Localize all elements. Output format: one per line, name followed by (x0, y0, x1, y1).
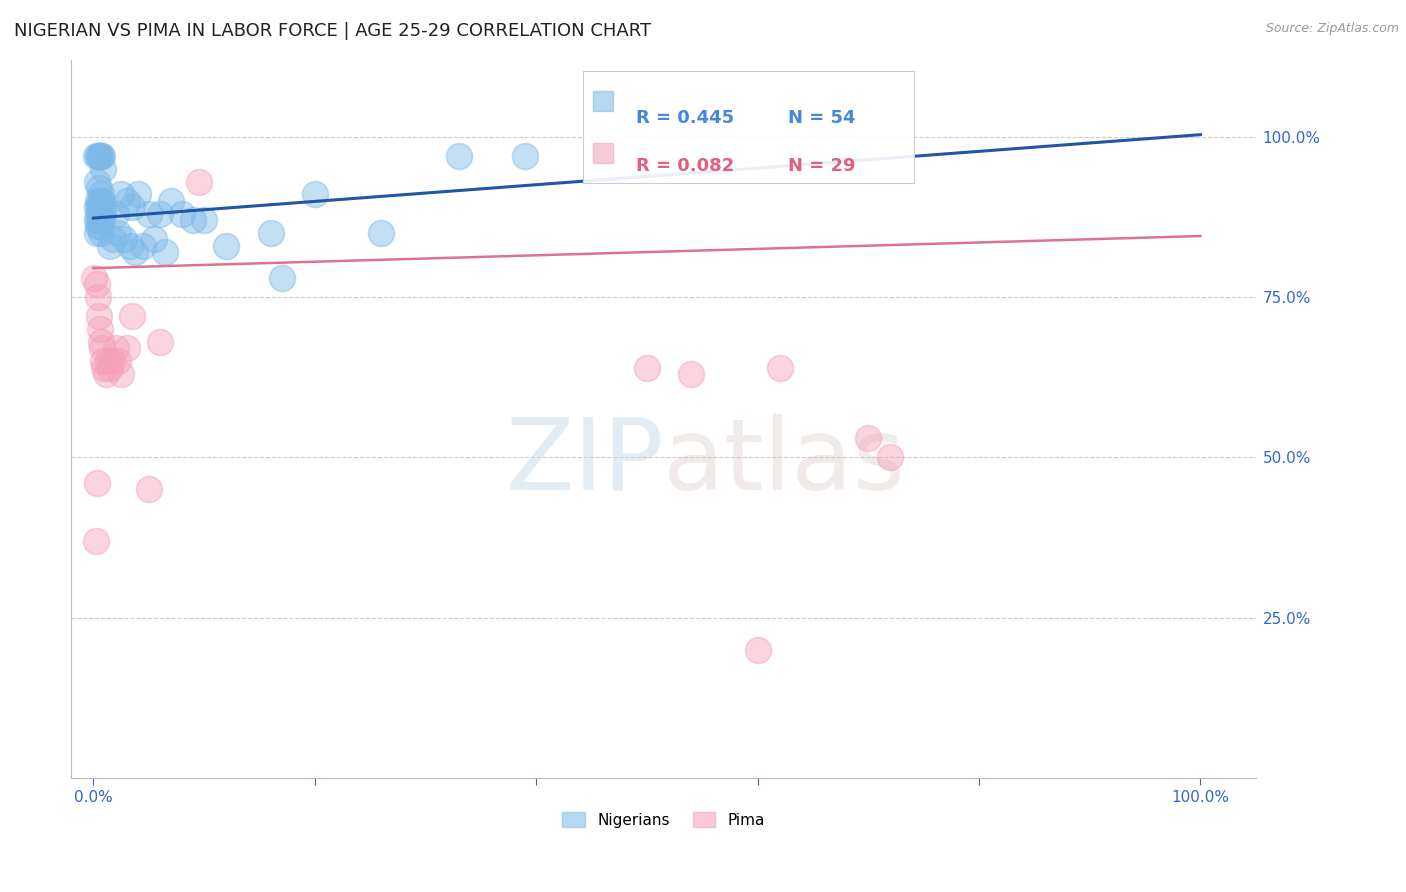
Point (86, 476, 108, 491)
Point (89, 149, 111, 163)
Point (91, 149, 114, 163)
Point (89, 206, 111, 220)
Point (94, 367, 117, 381)
Point (270, 270, 292, 285)
Point (110, 187, 132, 202)
Point (91, 213, 114, 227)
Point (90, 226, 112, 240)
Point (215, 238, 238, 252)
Point (370, 226, 392, 240)
Point (86, 213, 108, 227)
Point (115, 342, 138, 356)
Point (149, 206, 172, 220)
Point (87, 219, 110, 234)
Point (447, 149, 470, 163)
Point (304, 187, 326, 202)
Text: ZIP: ZIP (505, 414, 664, 510)
Point (513, 149, 536, 163)
Point (110, 367, 132, 381)
Point (98, 360, 121, 375)
Point (93, 206, 115, 220)
Text: NIGERIAN VS PIMA IN LABOR FORCE | AGE 25-29 CORRELATION CHART: NIGERIAN VS PIMA IN LABOR FORCE | AGE 25… (14, 22, 651, 40)
Point (89, 322, 111, 336)
Point (86, 277, 108, 292)
Point (87, 206, 110, 220)
Text: R = 0.445: R = 0.445 (637, 109, 734, 128)
Text: N = 29: N = 29 (789, 157, 856, 175)
Point (858, 431, 880, 445)
Point (86, 200, 108, 214)
Point (121, 200, 143, 214)
Point (87, 181, 110, 195)
Point (138, 483, 160, 497)
Point (121, 310, 143, 324)
Point (90, 200, 112, 214)
Point (187, 174, 209, 188)
Text: Source: ZipAtlas.com: Source: ZipAtlas.com (1265, 22, 1399, 36)
Point (104, 342, 127, 356)
Point (89, 219, 111, 234)
Point (118, 238, 141, 252)
Point (143, 232, 166, 246)
Point (170, 206, 193, 220)
Point (193, 213, 215, 227)
Point (87, 310, 110, 324)
Point (747, 643, 769, 657)
Point (98, 238, 121, 252)
Point (160, 194, 183, 208)
Point (132, 238, 155, 252)
Point (112, 232, 135, 246)
Point (93, 354, 115, 368)
Point (87, 194, 110, 208)
Text: N = 54: N = 54 (789, 109, 856, 128)
Point (769, 360, 792, 375)
Point (87, 200, 110, 214)
Point (87, 290, 110, 304)
Point (91, 342, 114, 356)
Point (127, 187, 149, 202)
Point (91, 194, 114, 208)
Point (101, 354, 124, 368)
Point (879, 450, 901, 465)
Point (97, 354, 120, 368)
Point (86, 174, 108, 188)
Point (90, 149, 112, 163)
Point (84, 533, 107, 548)
Point (107, 226, 129, 240)
Point (149, 334, 172, 349)
Point (124, 245, 146, 260)
Point (103, 232, 125, 246)
Point (107, 354, 129, 368)
Text: R = 0.082: R = 0.082 (637, 157, 734, 175)
Point (87, 149, 110, 163)
Point (93, 161, 115, 176)
Point (259, 226, 281, 240)
Point (138, 206, 160, 220)
Point (90, 334, 112, 349)
Point (93, 360, 115, 375)
Text: atlas: atlas (664, 414, 905, 510)
Point (181, 213, 204, 227)
Point (636, 360, 658, 375)
Legend: Nigerians, Pima: Nigerians, Pima (554, 804, 773, 835)
Point (83, 270, 105, 285)
Point (87, 149, 110, 163)
Point (86, 226, 108, 240)
Point (155, 245, 177, 260)
Point (104, 206, 127, 220)
Point (87, 213, 110, 227)
Point (93, 200, 115, 214)
Point (115, 194, 138, 208)
Point (681, 367, 703, 381)
Point (90, 187, 112, 202)
Point (89, 194, 111, 208)
Point (84, 149, 107, 163)
